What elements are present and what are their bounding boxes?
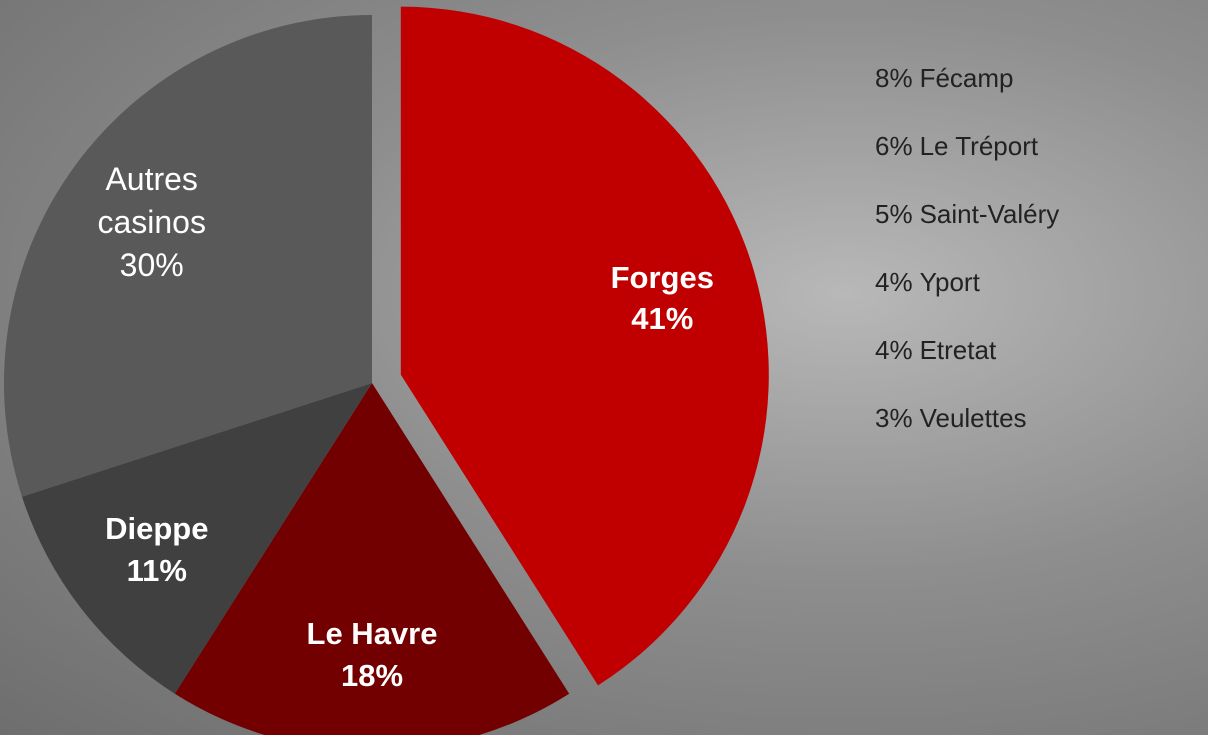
breakdown-item: 5% Saint-Valéry (875, 194, 1059, 262)
pie-slice (3, 15, 373, 497)
slice-value: 41% (631, 301, 694, 337)
breakdown-name: Fécamp (919, 63, 1014, 93)
breakdown-name: Saint-Valéry (919, 199, 1060, 229)
breakdown-list: 8% Fécamp 6% Le Tréport 5% Saint-Valéry 4% Ypor… (875, 58, 1059, 466)
slice-value: 30% (119, 247, 184, 284)
breakdown-name: Etretat (919, 335, 997, 365)
slice-label: Dieppe 11% (72, 508, 242, 592)
breakdown-name: Le Tréport (919, 131, 1039, 161)
breakdown-item: 6% Le Tréport (875, 126, 1059, 194)
pie-slice (400, 6, 769, 686)
slice-category: Le Havre (306, 616, 438, 652)
breakdown-item: 4% Etretat (875, 330, 1059, 398)
slice-label: Forges 41% (577, 257, 747, 341)
breakdown-item: 4% Yport (875, 262, 1059, 330)
breakdown-item: 3% Veulettes (875, 398, 1059, 466)
slice-category: Autres casinos (97, 161, 206, 241)
slice-label: Le Havre 18% (287, 613, 457, 697)
breakdown-value: 4% (875, 267, 913, 297)
breakdown-value: 3% (875, 403, 913, 433)
slice-value: 18% (340, 658, 404, 694)
slice-category: Forges (610, 259, 714, 295)
slice-label: Autres casinos 30% (67, 158, 237, 288)
breakdown-value: 5% (875, 199, 913, 229)
pie-slice (174, 383, 570, 735)
breakdown-name: Yport (919, 267, 980, 297)
breakdown-value: 6% (875, 131, 913, 161)
breakdown-value: 8% (875, 63, 913, 93)
slice-value: 11% (126, 552, 187, 588)
breakdown-value: 4% (875, 335, 913, 365)
breakdown-item: 8% Fécamp (875, 58, 1059, 126)
pie-slice (22, 383, 373, 694)
breakdown-name: Veulettes (919, 403, 1027, 433)
slice-category: Dieppe (105, 511, 209, 547)
